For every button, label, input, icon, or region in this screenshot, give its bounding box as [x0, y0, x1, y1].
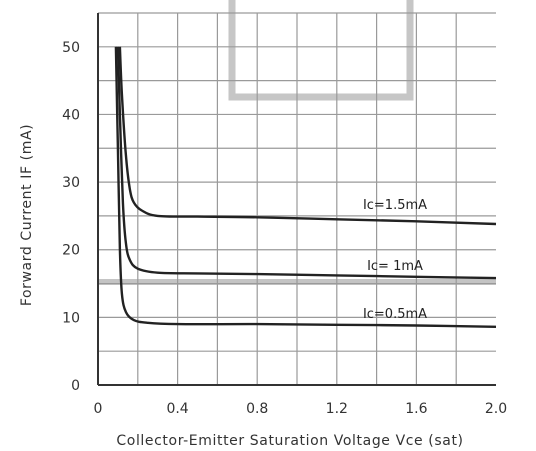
series-label: Ic=0.5mA [363, 307, 427, 322]
y-tick-labels: 0 10 20 30 40 50 [62, 40, 80, 394]
x-tick-label: 1.2 [326, 401, 348, 417]
series-line [114, 46, 497, 328]
series-line [116, 46, 497, 280]
x-tick-label: 2.0 [485, 401, 507, 417]
x-tick-label: 1.6 [405, 401, 427, 417]
x-tick-labels: 0 0.4 0.8 1.2 1.6 2.0 [94, 401, 508, 417]
curve-labels: Ic=1.5mA Ic= 1mA Ic=0.5mA [363, 198, 427, 322]
y-tick-label: 10 [62, 310, 80, 326]
x-tick-label: 0.4 [166, 401, 188, 417]
y-tick-label: 30 [62, 175, 80, 191]
x-axis-title: Collector-Emitter Saturation Voltage Vce… [116, 433, 463, 449]
curves [114, 46, 497, 328]
x-tick-label: 0 [94, 401, 103, 417]
overlay-rectangle [228, 0, 414, 101]
y-tick-label: 20 [62, 243, 80, 259]
series-line [118, 46, 497, 226]
x-tick-label: 0.8 [246, 401, 268, 417]
grid [98, 12, 496, 385]
y-tick-label: 0 [71, 378, 80, 394]
series-label: Ic= 1mA [367, 259, 423, 274]
y-tick-label: 50 [62, 40, 80, 56]
series-label: Ic=1.5mA [363, 198, 427, 213]
y-axis-title: Forward Current IF (mA) [19, 124, 35, 306]
axes [97, 13, 496, 386]
y-tick-label: 40 [62, 107, 80, 123]
